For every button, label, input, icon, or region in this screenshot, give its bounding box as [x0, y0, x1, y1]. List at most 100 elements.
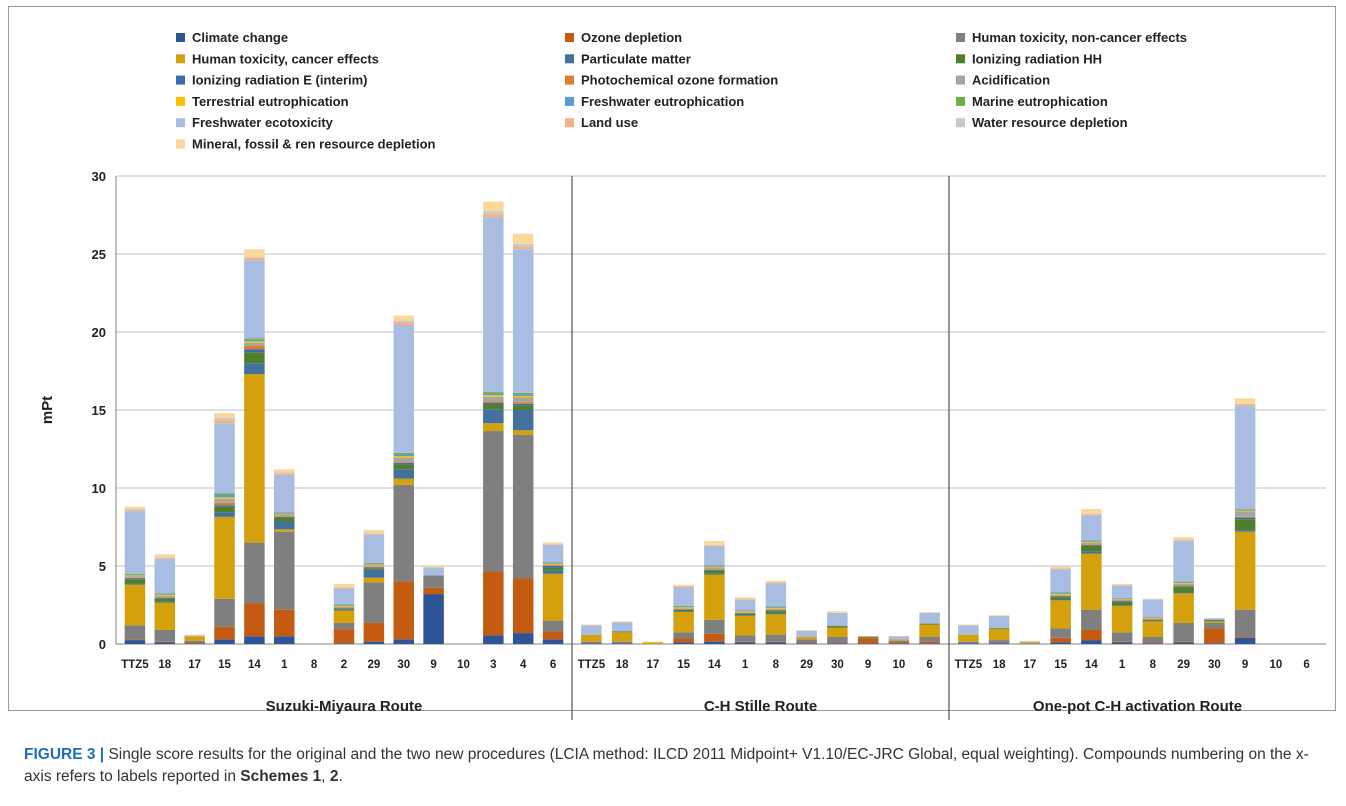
- bar-segment: [1081, 609, 1102, 630]
- bar-segment: [1081, 542, 1102, 545]
- bar-segment: [611, 622, 633, 632]
- bar-segment: [244, 374, 265, 543]
- bar-segment: [244, 257, 265, 258]
- bar-segment: [673, 608, 694, 609]
- bar-segment: [1050, 568, 1071, 570]
- bar-segment: [393, 452, 414, 455]
- bar-segment: [1050, 569, 1071, 593]
- bar-segment: [704, 570, 725, 574]
- legend-swatch: [565, 33, 574, 42]
- bar-segment: [393, 454, 414, 457]
- legend-label: Land use: [581, 115, 638, 130]
- bar-segment: [1050, 628, 1071, 638]
- group-label: C-H Stille Route: [704, 698, 817, 715]
- bar-segment: [124, 640, 146, 644]
- bar-segment: [542, 566, 564, 568]
- bar-segment: [483, 409, 504, 424]
- bar-segment: [704, 566, 725, 568]
- bar-segment: [333, 607, 355, 609]
- bar-segment: [244, 636, 265, 644]
- bar-segment: [1111, 605, 1133, 606]
- bar-segment: [214, 413, 235, 418]
- bar-segment: [1081, 629, 1102, 641]
- x-tick-label: 10: [457, 659, 470, 671]
- bar-segment: [274, 512, 295, 514]
- bar-segment: [1173, 583, 1194, 584]
- legend-label: Climate change: [192, 30, 288, 45]
- bar-segment: [1081, 509, 1102, 514]
- bar-segment: [363, 567, 385, 569]
- bar-segment: [673, 587, 694, 606]
- bar-segment: [1204, 628, 1225, 644]
- bar-segment: [1111, 601, 1133, 605]
- x-tick-label: 14: [248, 659, 261, 671]
- bar-segment: [611, 643, 633, 644]
- x-tick-label: 30: [831, 659, 844, 671]
- y-tick-label: 20: [92, 325, 106, 340]
- bar-segment: [274, 474, 295, 513]
- bar-segment: [542, 564, 564, 566]
- bar-segment: [363, 564, 385, 566]
- bar-segment: [1234, 516, 1256, 518]
- bar-segment: [1173, 582, 1194, 584]
- bar-segment: [244, 338, 265, 340]
- bar-segment: [542, 544, 564, 563]
- x-tick-label: 9: [1242, 659, 1248, 671]
- caption-scheme-ref-2: 2: [329, 768, 339, 785]
- bar-segment: [1173, 585, 1194, 587]
- bar-segment: [734, 611, 756, 613]
- bar-segment: [1081, 551, 1102, 554]
- bar-segment: [124, 509, 146, 511]
- bar-segment: [1111, 599, 1133, 601]
- legend-swatch: [176, 75, 185, 85]
- bar-segment: [1173, 581, 1194, 583]
- bar-segment: [958, 625, 979, 635]
- bar-segment: [1173, 540, 1194, 542]
- bar-segment: [483, 401, 504, 403]
- bar-segment: [393, 484, 414, 582]
- caption-text-1: Single score results for the original an…: [24, 746, 1309, 785]
- bar-segment: [333, 643, 355, 644]
- bar-segment: [1173, 583, 1194, 586]
- bar-segment: [393, 456, 414, 458]
- x-tick-label: 17: [1023, 659, 1036, 671]
- legend-swatch: [176, 33, 185, 42]
- figure-caption: FIGURE 3 | Single score results for the …: [24, 744, 1324, 788]
- x-tick-label: 3: [490, 659, 496, 671]
- bar-segment: [124, 639, 146, 641]
- x-tick-label: 9: [430, 659, 436, 671]
- bar-segment: [888, 642, 910, 644]
- bar-segment: [363, 563, 385, 565]
- bar-segment: [423, 587, 444, 595]
- bar-segment: [673, 586, 694, 588]
- bar-segment: [542, 567, 564, 571]
- legend-swatch: [956, 33, 965, 42]
- bar-segment: [1204, 619, 1225, 620]
- caption-scheme-ref-1: Schemes 1: [240, 768, 322, 785]
- bar-segment: [1142, 643, 1164, 644]
- bar-segment: [274, 512, 295, 513]
- x-tick-label: 1: [742, 659, 749, 671]
- bar-segment: [827, 611, 848, 613]
- bar-segment: [1234, 609, 1256, 637]
- bar-segment: [154, 593, 176, 595]
- bar-segment: [827, 627, 848, 637]
- bar-segment: [244, 542, 265, 604]
- bar-segment: [581, 625, 602, 635]
- bar-segment: [393, 463, 414, 465]
- bar-segment: [1173, 541, 1194, 582]
- bar-segment: [765, 608, 787, 610]
- bar-segment: [333, 610, 355, 623]
- bar-segment: [124, 574, 146, 576]
- legend-label: Photochemical ozone formation: [581, 73, 778, 88]
- legend-label: Human toxicity, cancer effects: [192, 51, 379, 66]
- bar-segment: [184, 640, 205, 643]
- bar-segment: [734, 615, 756, 616]
- bar-segment: [423, 594, 444, 644]
- bar-segment: [154, 598, 176, 602]
- bar-segment: [184, 643, 205, 644]
- bar-segment: [244, 257, 265, 261]
- x-tick-label: 10: [1269, 659, 1282, 671]
- bar-segment: [512, 233, 534, 244]
- bar-segment: [1081, 541, 1102, 542]
